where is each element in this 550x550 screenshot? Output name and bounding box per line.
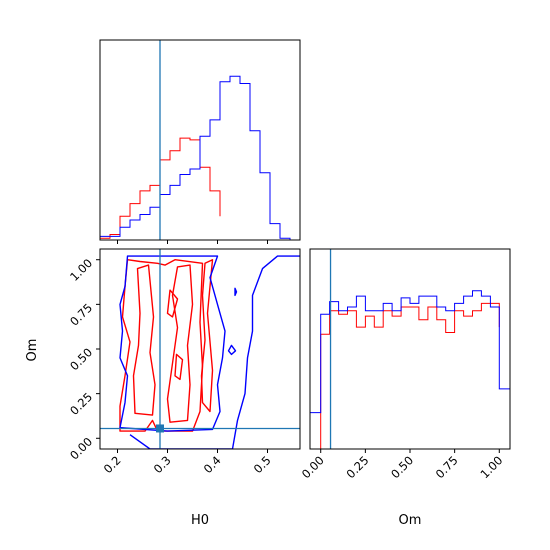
joint-truth-marker	[156, 424, 164, 433]
contour-series-0-level-5	[174, 353, 184, 381]
joint-xtick-label-2: 0.4	[201, 453, 224, 476]
h0-hist-series-1	[100, 75, 300, 241]
contour-series-1-level-2	[227, 344, 237, 356]
om-hist-frame	[309, 248, 511, 450]
om-hist-xtick-label-4: 1.00	[477, 453, 505, 481]
contour-series-1-level-3	[234, 287, 238, 297]
contour-series-0-level-4	[166, 289, 179, 318]
om-hist-xtick-label-3: 0.75	[433, 453, 461, 481]
joint-frame	[99, 248, 301, 450]
joint-ytick-label-2: 0.50	[67, 345, 95, 373]
joint-xtick-label-1: 0.3	[151, 453, 174, 476]
h0-om-contour-panel: 0.2 0.3 0.4 0.5 0.00 0.25 0.50 0.75 1.00	[67, 248, 301, 476]
om-hist-xtick-label-2: 0.50	[388, 453, 416, 481]
om-hist-series-1	[310, 290, 510, 414]
contour-series-1-level-0	[119, 255, 226, 432]
contour-series-0-level-0	[119, 259, 204, 432]
contour-series-1-level-1	[129, 255, 300, 449]
joint-ytick-label-1: 0.25	[67, 390, 95, 418]
contour-series-0-level-3	[200, 259, 214, 413]
om-histogram-panel: 0.00 0.25 0.50 0.75 1.00	[299, 248, 511, 481]
om-hist-series-0	[310, 302, 500, 450]
joint-xtick-label-0: 0.2	[101, 453, 124, 476]
contour-series-0-level-2	[166, 264, 194, 423]
joint-xtick-label-3: 0.5	[251, 453, 274, 476]
om-hist-xtick-label-0: 0.00	[299, 453, 327, 481]
joint-ytick-label-4: 1.00	[67, 256, 95, 284]
h0-histogram-panel	[99, 39, 301, 244]
joint-contour-group	[100, 249, 300, 449]
x-axis-label-om: Om	[399, 513, 422, 528]
joint-ytick-label-3: 0.75	[67, 301, 95, 329]
x-axis-label-h0: H0	[191, 513, 209, 528]
y-axis-label-om: Om	[25, 339, 40, 362]
om-hist-xtick-label-1: 0.25	[344, 453, 372, 481]
joint-ytick-label-0: 0.00	[67, 435, 95, 463]
h0-hist-frame	[99, 39, 301, 241]
contour-series-0-level-1	[132, 264, 156, 416]
